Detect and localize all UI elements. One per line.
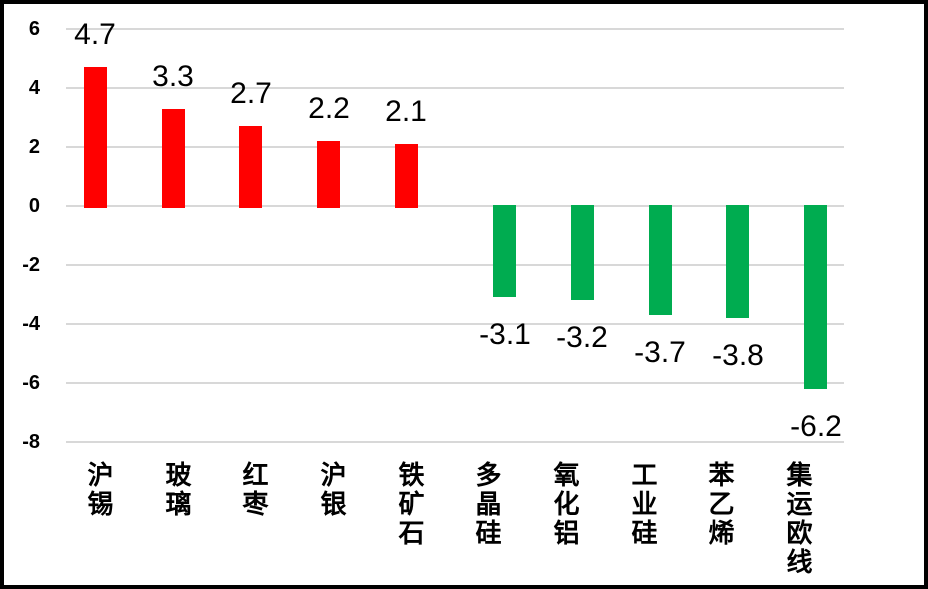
bar-value-label: 2.1 bbox=[385, 95, 427, 128]
y-axis-tick-label: -6 bbox=[22, 372, 40, 394]
y-axis-tick-label: 2 bbox=[28, 136, 40, 158]
y-axis-tick-label: -8 bbox=[22, 431, 40, 453]
gridline bbox=[66, 382, 844, 384]
x-axis-category-label: 玻璃 bbox=[162, 461, 192, 519]
gridline bbox=[66, 146, 844, 148]
bar-value-label: 4.7 bbox=[74, 18, 116, 51]
y-axis-tick-label: -4 bbox=[22, 313, 40, 335]
x-axis-category-label: 沪银 bbox=[317, 461, 347, 519]
bar-value-label: -3.8 bbox=[712, 339, 764, 372]
bar-value-label: 2.2 bbox=[308, 92, 350, 125]
plot-area: 6 4 2 0 -2 -4 -6 -8 4.7 沪锡 3.3 玻璃 2.7 红枣 2.2 沪银 2.1 铁矿石 -3… bbox=[4, 4, 924, 585]
x-axis-category-label: 集运欧线 bbox=[783, 461, 813, 577]
bar-value-label: -6.2 bbox=[790, 410, 842, 443]
y-axis-tick-label: 4 bbox=[28, 77, 40, 99]
bar bbox=[239, 126, 262, 208]
gridline bbox=[66, 323, 844, 325]
gridline bbox=[66, 441, 844, 443]
x-axis-category-label: 沪锡 bbox=[84, 461, 114, 519]
bar bbox=[395, 144, 418, 208]
bar-value-label: -3.2 bbox=[556, 321, 608, 354]
x-axis-category-label: 铁矿石 bbox=[395, 461, 425, 548]
bar bbox=[649, 205, 672, 315]
bar-value-label: -3.1 bbox=[479, 318, 531, 351]
y-axis-tick-label: 0 bbox=[28, 195, 40, 217]
bar-value-label: 2.7 bbox=[230, 77, 272, 110]
x-axis-category-label: 氧化铝 bbox=[550, 461, 580, 548]
bar-value-label: -3.7 bbox=[634, 336, 686, 369]
x-axis-category-label: 红枣 bbox=[239, 461, 269, 519]
bar-value-label: 3.3 bbox=[152, 60, 194, 93]
bar bbox=[571, 205, 594, 300]
x-axis-category-label: 工业硅 bbox=[628, 461, 658, 548]
x-axis-category-label: 苯乙烯 bbox=[705, 461, 735, 548]
bar bbox=[804, 205, 827, 389]
gridline bbox=[66, 28, 844, 30]
gridline bbox=[66, 87, 844, 89]
y-axis-tick-label: 6 bbox=[28, 18, 40, 40]
bar bbox=[726, 205, 749, 318]
bar bbox=[84, 67, 107, 208]
gridline bbox=[66, 264, 844, 266]
bar bbox=[493, 205, 516, 297]
x-axis-category-label: 多晶硅 bbox=[472, 461, 502, 548]
gridline bbox=[66, 205, 844, 207]
bar bbox=[162, 109, 185, 208]
y-axis-tick-label: -2 bbox=[22, 254, 40, 276]
bar bbox=[317, 141, 340, 208]
